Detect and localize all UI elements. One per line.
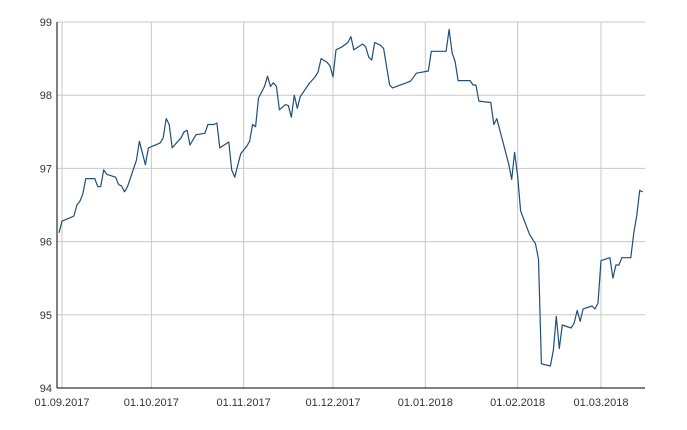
- x-tick-label: 01.09.2017: [34, 397, 89, 409]
- x-tick-label: 01.12.2017: [305, 397, 360, 409]
- axes: [56, 22, 645, 389]
- x-tick-label: 01.10.2017: [124, 397, 179, 409]
- series-line: [58, 28, 643, 367]
- x-tick-label: 01.01.2018: [398, 397, 453, 409]
- y-tick-label: 96: [40, 237, 52, 249]
- y-tick-label: 95: [40, 310, 52, 322]
- tick-labels: 94 95 96 97 98 99 01.09.2017 01.10.2017 01.11.20…: [34, 17, 628, 409]
- y-tick-label: 99: [40, 17, 52, 29]
- x-tick-label: 01.02.2018: [490, 397, 545, 409]
- x-tick-label: 01.03.2018: [573, 397, 628, 409]
- y-tick-label: 98: [40, 90, 52, 102]
- series-layer: [58, 28, 643, 367]
- y-tick-label: 97: [40, 163, 52, 175]
- grid-lines: [57, 21, 645, 389]
- x-tick-label: 01.11.2017: [217, 397, 271, 409]
- y-tick-label: 94: [40, 383, 52, 395]
